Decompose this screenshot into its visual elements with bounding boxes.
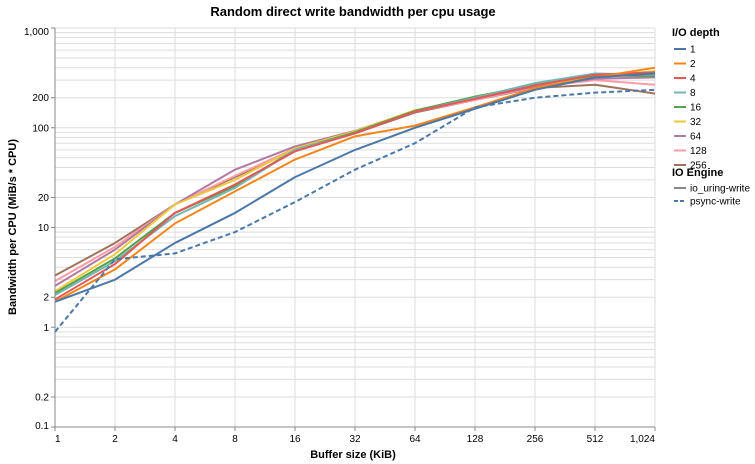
x-tick-label: 32 bbox=[349, 434, 361, 445]
y-tick-label: 2 bbox=[43, 293, 49, 304]
x-tick-label: 256 bbox=[527, 434, 544, 445]
x-tick-label: 8 bbox=[232, 434, 238, 445]
y-tick-label: 20 bbox=[38, 193, 50, 204]
legend-engine-label: psync-write bbox=[690, 197, 741, 208]
x-tick-label: 1,024 bbox=[630, 434, 655, 445]
legend-depth-label: 2 bbox=[690, 59, 696, 70]
series-line-1-psync-write bbox=[54, 88, 656, 333]
legend-depth-label: 32 bbox=[690, 117, 702, 128]
y-tick-label: 1,000 bbox=[24, 27, 49, 38]
x-tick-label: 1 bbox=[55, 434, 61, 445]
series-line-4-io_uring-write bbox=[54, 71, 656, 301]
y-axis-title: Bandwidth per CPU (MiB/s * CPU) bbox=[7, 139, 19, 315]
legend-depth-label: 128 bbox=[690, 146, 707, 157]
legend-depth-label: 4 bbox=[690, 74, 696, 85]
legend-engine-title: IO Engine bbox=[672, 167, 723, 179]
series-layer bbox=[54, 66, 656, 333]
x-tick-label: 16 bbox=[289, 434, 301, 445]
legend-depth-items: 1 2 4 8 16 32 64 128 256 bbox=[674, 45, 707, 172]
legend-depth-label: 64 bbox=[690, 132, 702, 143]
legend-depth-label: 256 bbox=[690, 161, 707, 172]
y-tick-label: 100 bbox=[32, 123, 49, 134]
y-tick-label: 200 bbox=[32, 93, 49, 104]
y-tick-label: 1 bbox=[43, 323, 49, 334]
x-tick-label: 64 bbox=[409, 434, 421, 445]
legend-engine-label: io_uring-write bbox=[690, 184, 750, 195]
legend-depth-label: 16 bbox=[690, 103, 702, 114]
y-tick-label: 10 bbox=[38, 223, 50, 234]
x-tick-label: 2 bbox=[112, 434, 118, 445]
y-tick-label: 0.1 bbox=[35, 421, 49, 432]
x-tick-label: 4 bbox=[172, 434, 178, 445]
legend: I/O depth 1 2 4 8 16 32 64 128 256 IO Engine io_… bbox=[672, 27, 750, 208]
x-tick-label: 128 bbox=[467, 434, 484, 445]
chart-title: Random direct write bandwidth per cpu us… bbox=[210, 4, 495, 19]
x-tick-label: 512 bbox=[587, 434, 604, 445]
legend-depth-label: 1 bbox=[690, 45, 696, 56]
series-line-1-io_uring-write bbox=[54, 72, 656, 303]
x-axis-ticks: 1 2 4 8 16 32 64 128 256 512 1,024 bbox=[54, 427, 656, 445]
y-axis-ticks: 0.1 0.2 1 2 10 20 100 200 1,000 bbox=[24, 27, 55, 432]
series-line-2-io_uring-write bbox=[54, 66, 656, 303]
x-axis-title: Buffer size (KiB) bbox=[310, 449, 396, 461]
legend-depth-label: 8 bbox=[690, 88, 696, 99]
y-tick-label: 0.2 bbox=[35, 392, 49, 403]
legend-engine-items: io_uring-write psync-write bbox=[674, 184, 750, 208]
legend-depth-title: I/O depth bbox=[672, 27, 720, 39]
